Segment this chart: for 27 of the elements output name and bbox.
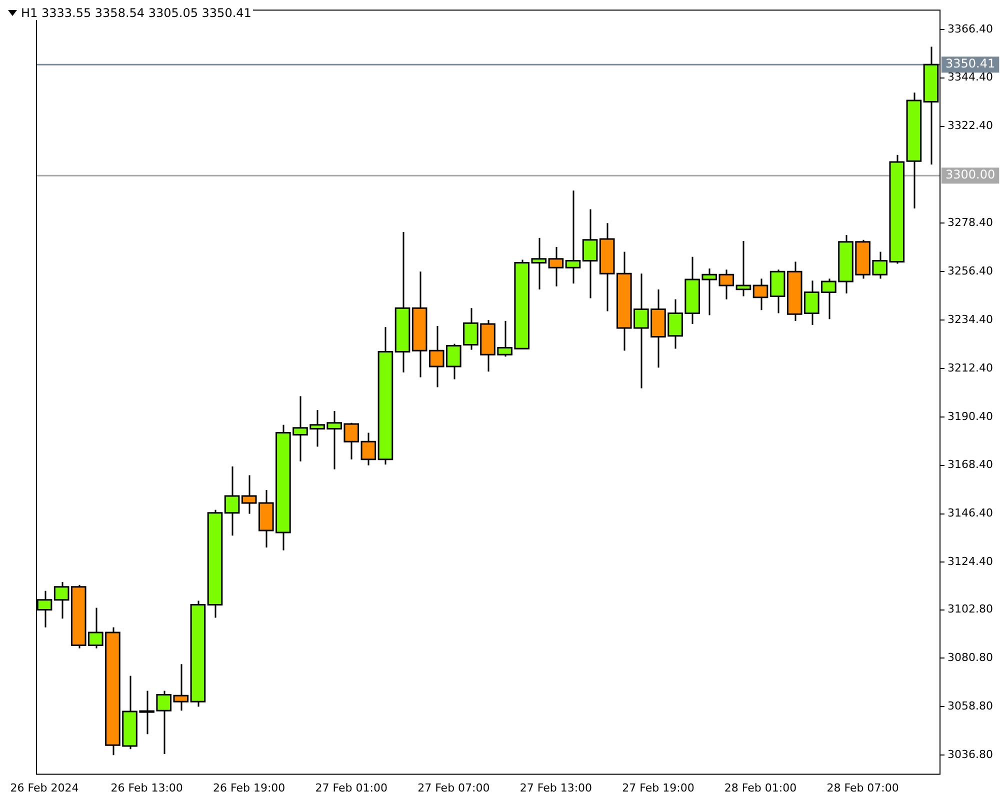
y-tick-label: 3234.40	[948, 312, 994, 326]
y-tick-label: 3256.40	[948, 264, 994, 278]
y-tick-label: 3322.40	[948, 119, 994, 132]
y-tick-label: 3058.80	[948, 700, 994, 713]
ref-line-label: 3300.00	[946, 168, 996, 182]
y-tick-label: 3036.80	[948, 748, 994, 761]
y-tick-label: 3212.40	[948, 361, 994, 374]
y-tick-label: 3080.80	[948, 651, 994, 664]
x-tick-label: 28 Feb 07:00	[826, 781, 899, 794]
x-tick-label: 28 Feb 01:00	[724, 781, 797, 794]
y-tick-label: 3102.80	[948, 602, 994, 616]
y-tick-label: 3146.40	[948, 506, 994, 520]
x-tick-label: 27 Feb 07:00	[418, 781, 490, 794]
y-tick-label: 3124.40	[948, 555, 994, 568]
y-tick-label: 3366.40	[948, 22, 994, 36]
chart-title: H1 3333.55 3358.54 3305.05 3350.41	[21, 6, 252, 20]
y-tick-label: 3190.40	[948, 410, 994, 423]
y-tick-label: 3278.40	[948, 216, 994, 230]
y-tick-label: 3344.40	[948, 70, 994, 84]
ref-line-label: 3350.41	[946, 56, 996, 71]
x-tick-label: 26 Feb 2024	[10, 781, 79, 794]
x-tick-label: 27 Feb 19:00	[622, 781, 694, 794]
x-tick-label: 26 Feb 13:00	[110, 781, 183, 794]
y-tick-label: 3168.40	[948, 458, 994, 472]
x-tick-label: 26 Feb 19:00	[213, 781, 286, 794]
x-tick-label: 27 Feb 13:00	[520, 781, 592, 794]
x-tick-label: 27 Feb 01:00	[315, 781, 388, 794]
